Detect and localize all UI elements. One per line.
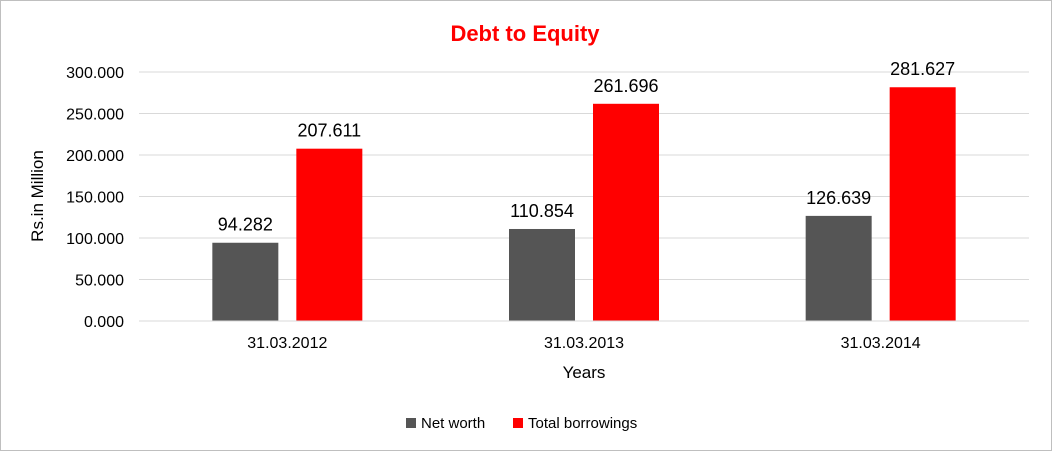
y-tick-label: 300.000 [66, 65, 124, 82]
data-labels: 94.282 207.611 110.854 261.696 126.639 281.62… [218, 59, 955, 234]
x-axis-title: Years [563, 363, 606, 382]
bars [212, 87, 956, 321]
chart-title: Debt to Equity [450, 21, 600, 46]
bar-total-borrowings [296, 148, 363, 321]
x-axis-ticks: 31.03.2012 31.03.2013 31.03.2014 [247, 335, 921, 352]
y-tick-label: 250.000 [66, 107, 124, 124]
bar-total-borrowings [593, 103, 659, 321]
y-axis-ticks: 0.000 50.000 100.000 150.000 200.000 250.000 3… [66, 65, 124, 331]
legend-label: Total borrowings [528, 415, 637, 432]
y-tick-label: 200.000 [66, 148, 124, 165]
y-tick-label: 0.000 [84, 314, 124, 331]
y-axis-title: Rs.in Million [28, 150, 47, 242]
bar-total-borrowings [889, 87, 956, 321]
y-tick-label: 150.000 [66, 190, 124, 207]
data-label: 94.282 [218, 215, 273, 235]
data-label: 110.854 [510, 201, 574, 221]
bar-net-worth [805, 215, 872, 321]
data-label: 261.696 [593, 76, 658, 96]
y-tick-label: 100.000 [66, 231, 124, 248]
bar-net-worth [212, 242, 279, 321]
legend: Net worth Total borrowings [406, 415, 637, 432]
data-label: 281.627 [890, 59, 955, 79]
bar-net-worth [509, 228, 575, 321]
legend-swatch [406, 418, 416, 428]
gridlines [139, 71, 1029, 280]
x-tick-label: 31.03.2013 [544, 335, 624, 352]
x-tick-label: 31.03.2014 [841, 335, 921, 352]
data-label: 126.639 [806, 188, 871, 208]
x-tick-label: 31.03.2012 [247, 335, 327, 352]
legend-swatch [513, 418, 523, 428]
y-tick-label: 50.000 [75, 273, 124, 290]
legend-label: Net worth [421, 415, 485, 432]
data-label: 207.611 [297, 121, 361, 141]
